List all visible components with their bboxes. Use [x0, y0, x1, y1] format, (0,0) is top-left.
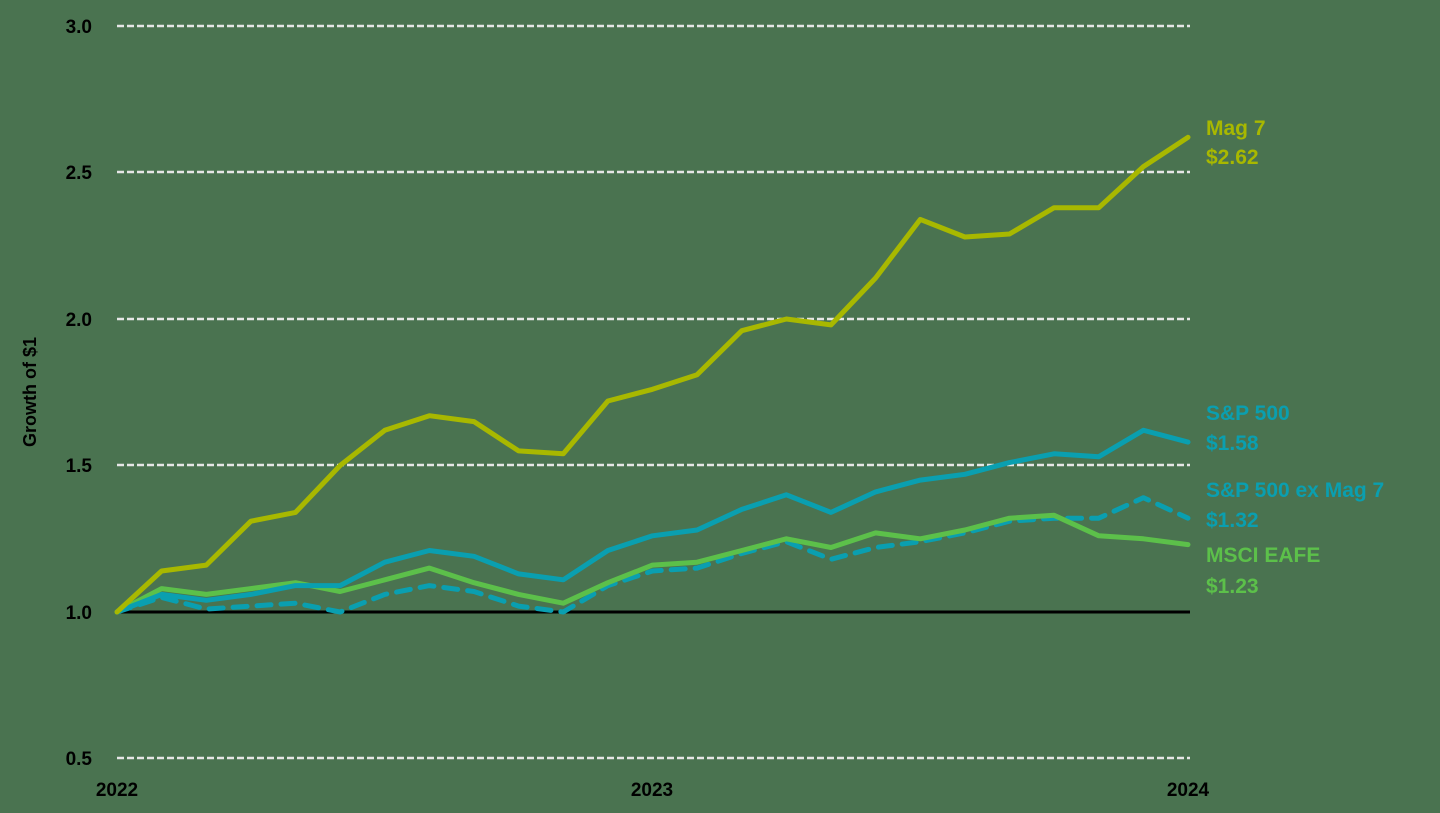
label-mag7-value: $2.62	[1206, 146, 1259, 169]
y-tick-label: 0.5	[66, 749, 93, 770]
series-line-mag-7	[114, 134, 1191, 615]
series-lines	[114, 134, 1191, 615]
series-line-msci-eafe	[114, 512, 1191, 615]
y-tick-label: 3.0	[66, 17, 92, 38]
series-line-s-p-500-ex-mag-7	[114, 495, 1191, 615]
x-tick-label: 2024	[1167, 780, 1210, 801]
label-sp500ex-value: $1.32	[1206, 509, 1259, 532]
series-labels: Mag 7 $2.62 S&P 500 $1.58 S&P 500 ex Mag…	[1206, 117, 1384, 598]
series-line-s-p-500	[114, 427, 1191, 615]
y-axis-title: Growth of $1	[20, 337, 40, 447]
label-sp500-name: S&P 500	[1206, 402, 1290, 425]
label-eafe-name: MSCI EAFE	[1206, 544, 1320, 567]
x-tick-label: 2023	[631, 780, 673, 801]
y-tick-label: 2.0	[66, 310, 92, 331]
x-axis: 2022 2023 2024	[96, 780, 1210, 801]
x-tick-label: 2022	[96, 780, 138, 801]
gridlines	[117, 24, 1190, 760]
label-sp500ex-name: S&P 500 ex Mag 7	[1206, 479, 1384, 502]
label-mag7-name: Mag 7	[1206, 117, 1266, 140]
y-axis: 3.0 2.5 2.0 1.5 1.0 0.5 Growth of $1	[20, 17, 92, 770]
label-eafe-value: $1.23	[1206, 575, 1259, 598]
y-tick-label: 1.0	[66, 603, 92, 624]
y-tick-label: 1.5	[66, 456, 93, 477]
label-sp500-value: $1.58	[1206, 432, 1259, 455]
y-tick-label: 2.5	[66, 163, 93, 184]
